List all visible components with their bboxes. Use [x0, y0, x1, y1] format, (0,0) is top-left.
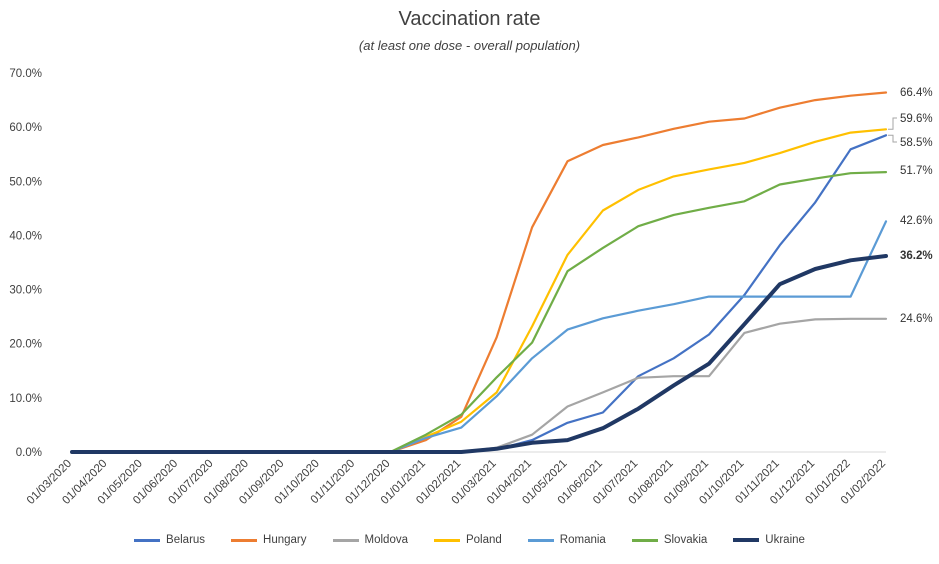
legend-swatch — [134, 538, 161, 542]
chart-title: Vaccination rate — [398, 8, 541, 30]
chart-subtitle: (at least one dose - overall population) — [358, 38, 581, 53]
legend-item-hungary: Hungary — [231, 534, 307, 546]
legend-label: Romania — [559, 534, 606, 546]
y-tick-label: 60.0% — [9, 122, 42, 134]
series-line-slovakia — [70, 171, 888, 454]
end-label-poland: 59.6% — [900, 113, 933, 125]
legend-label: Hungary — [263, 534, 307, 546]
y-tick-label: 0.0% — [16, 447, 42, 459]
legend-label: Poland — [465, 534, 502, 546]
legend-swatch — [733, 538, 760, 542]
series-line-hungary — [70, 91, 888, 454]
legend-item-slovakia: Slovakia — [631, 534, 708, 546]
y-tick-label: 40.0% — [9, 230, 42, 242]
legend-swatch — [231, 538, 258, 542]
legend-label: Slovakia — [663, 534, 708, 546]
legend-swatch — [631, 538, 658, 542]
series-line-ukraine — [70, 254, 888, 454]
legend-swatch — [433, 538, 460, 542]
end-label-romania: 42.6% — [900, 215, 933, 227]
y-tick-label: 20.0% — [9, 339, 42, 351]
end-label-belarus: 58.5% — [900, 137, 933, 149]
series-line-poland — [70, 128, 888, 454]
legend-item-belarus: Belarus — [134, 534, 205, 546]
legend-swatch — [332, 538, 359, 542]
legend-item-moldova: Moldova — [332, 534, 408, 546]
legend-item-poland: Poland — [433, 534, 502, 546]
leader-line-belarus — [888, 134, 897, 143]
y-tick-label: 10.0% — [9, 393, 42, 405]
legend-swatch — [527, 538, 554, 542]
end-label-moldova: 24.6% — [900, 313, 933, 325]
end-label-ukraine: 36.2% — [900, 250, 933, 262]
y-tick-label: 70.0% — [9, 68, 42, 80]
legend-label: Belarus — [166, 534, 206, 546]
series-line-romania — [70, 220, 888, 454]
end-label-hungary: 66.4% — [900, 87, 933, 99]
series-line-belarus — [70, 134, 888, 454]
y-tick-label: 30.0% — [9, 285, 42, 297]
legend-label: Moldova — [364, 534, 408, 546]
end-label-slovakia: 51.7% — [900, 165, 933, 177]
legend-label: Ukraine — [765, 534, 805, 546]
legend-item-ukraine: Ukraine — [733, 534, 805, 546]
y-tick-label: 50.0% — [9, 176, 42, 188]
series-line-moldova — [70, 317, 888, 454]
leader-line-poland — [888, 117, 897, 130]
legend-item-romania: Romania — [527, 534, 606, 546]
legend: Belarus Hungary Moldova Poland Romania Slovak… — [0, 534, 939, 546]
